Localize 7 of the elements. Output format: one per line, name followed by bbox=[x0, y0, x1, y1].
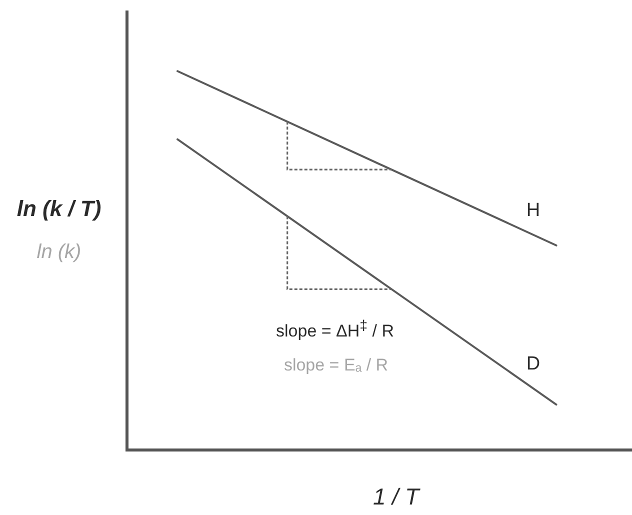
y-axis-title: ln (k / T) bbox=[16, 196, 102, 222]
annotation: slope = Eₐ / R bbox=[284, 356, 388, 376]
series-label: D bbox=[526, 354, 540, 375]
series-label: H bbox=[526, 200, 540, 222]
annotation: slope = ΔH$^{‡}$ / R bbox=[276, 318, 394, 342]
text: ln (k) bbox=[36, 241, 82, 263]
x-axis-title: 1 / T bbox=[372, 483, 420, 510]
